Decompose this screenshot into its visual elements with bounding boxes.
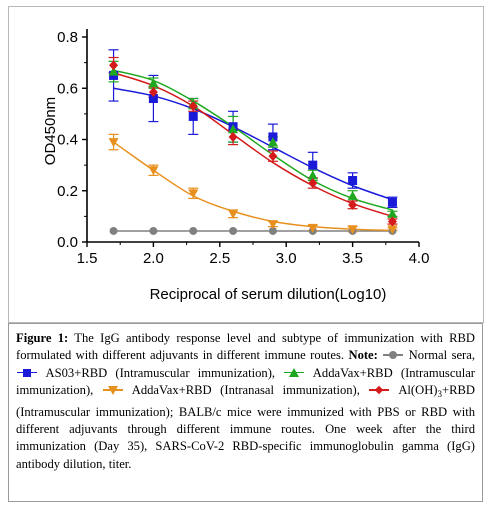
x-tick-label: 3.0: [276, 250, 297, 267]
x-tick-label: 2.5: [209, 250, 230, 267]
legend-key-aloh3: [368, 385, 390, 395]
point-addavax_im: [387, 208, 398, 218]
point-addavax_in: [108, 138, 119, 148]
point-aloh3: [228, 131, 238, 142]
caption-note-label: Note:: [348, 348, 378, 363]
point-as03: [348, 176, 358, 185]
y-tick-label: 0.4: [57, 132, 78, 149]
legend-key-addavax-im: [283, 367, 305, 378]
x-axis-label: Reciprocal of serum dilution(Log10): [150, 286, 387, 303]
figure-panel: 1.5 2.0 2.5 3.0 3.5 4.0 0.0 0.2 0.4 0.6 0.8 OD450n…: [8, 6, 484, 323]
point-aloh3: [268, 151, 278, 162]
point-addavax_in: [228, 209, 239, 219]
point-addavax_in: [347, 225, 358, 235]
point-addavax_im: [307, 170, 318, 180]
triangle-down-marker-icon: [107, 386, 118, 396]
fit-curve-addavax_in: [113, 141, 393, 232]
point-normal: [109, 226, 118, 235]
point-as03: [188, 111, 198, 121]
legend-as03: AS03+RBD (Intramuscular immunization),: [38, 365, 284, 380]
y-tick-label: 0.0: [57, 234, 78, 251]
point-as03: [308, 160, 318, 170]
y-tick-label: 0.6: [57, 80, 78, 97]
y-axis-label: OD450nm: [42, 97, 59, 165]
point-normal: [268, 226, 277, 235]
point-aloh3: [109, 60, 119, 71]
y-tick-label: 0.2: [57, 183, 78, 200]
point-aloh3: [308, 178, 318, 189]
legend-addavax-im: AddaVax+RBD (Intramuscular immunization)…: [16, 365, 476, 398]
chart: 1.5 2.0 2.5 3.0 3.5 4.0 0.0 0.2 0.4 0.6 0.8 OD450n…: [42, 29, 429, 303]
legend-addavax-in: AddaVax+RBD (Intranasal immunization),: [123, 383, 369, 398]
caption-methods: +RBD (Intramuscular immunization); BALB/…: [16, 383, 475, 471]
triangle-marker-icon: [289, 367, 300, 377]
legend-normal-sera: Normal sera,: [404, 348, 475, 363]
point-normal: [149, 226, 158, 235]
point-as03: [148, 94, 158, 103]
point-addavax_im: [267, 137, 278, 147]
point-addavax_im: [228, 124, 239, 134]
point-normal: [189, 226, 198, 235]
point-addavax_in: [267, 220, 278, 230]
point-addavax_in: [148, 166, 159, 176]
point-addavax_in: [307, 223, 318, 233]
legend-key-normal-sera: [382, 350, 404, 360]
point-aloh3: [348, 199, 358, 210]
point-as03: [387, 197, 397, 207]
legend-key-as03: [16, 368, 38, 378]
legend-aloh3: Al(OH): [390, 383, 438, 398]
axes: [82, 29, 420, 247]
point-normal: [229, 226, 238, 235]
point-as03: [268, 132, 278, 142]
tick-labels: 1.5 2.0 2.5 3.0 3.5 4.0 0.0 0.2 0.4 0.6 0.8: [57, 29, 429, 267]
data-points: [108, 60, 398, 235]
point-addavax_im: [347, 190, 358, 200]
x-tick-label: 1.5: [77, 250, 98, 267]
caption-figure-label: Figure 1:: [16, 331, 69, 345]
square-marker-icon: [23, 368, 31, 377]
legend-key-addavax-in: [102, 385, 124, 396]
figure-caption: Figure 1: The IgG antibody response leve…: [8, 323, 483, 502]
point-addavax_in: [387, 225, 398, 235]
point-aloh3: [148, 87, 158, 98]
legend-aloh3-subscript: 3: [437, 389, 443, 400]
diamond-marker-icon: [375, 385, 384, 395]
point-addavax_im: [148, 78, 159, 88]
x-tick-label: 2.0: [143, 250, 164, 267]
y-tick-label: 0.8: [57, 29, 78, 46]
caption-summary: The IgG antibody response level and subt…: [16, 331, 475, 363]
point-aloh3: [188, 101, 198, 112]
point-aloh3: [387, 216, 397, 227]
x-tick-label: 3.5: [342, 250, 363, 267]
point-addavax_in: [188, 189, 199, 199]
point-addavax_im: [108, 66, 119, 76]
x-tick-label: 4.0: [409, 250, 430, 267]
circle-marker-icon: [389, 351, 398, 360]
